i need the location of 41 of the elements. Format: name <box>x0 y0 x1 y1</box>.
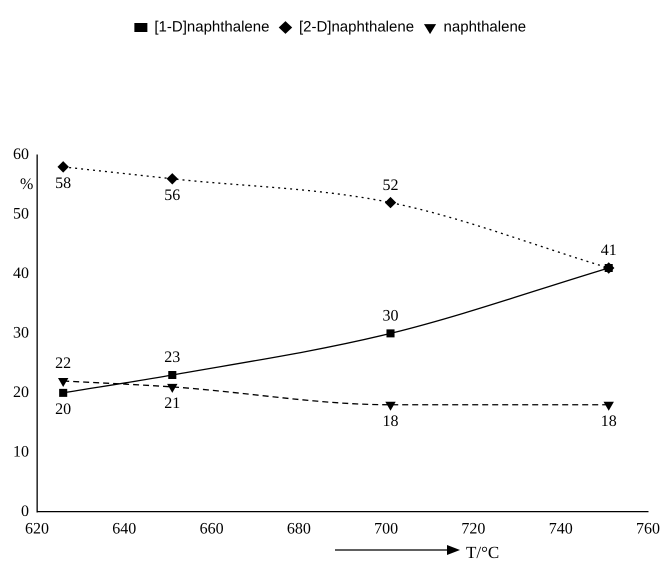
y-tick-label: 20 <box>13 384 29 402</box>
x-tick-label: 680 <box>286 520 311 538</box>
data-label: 52 <box>382 176 399 194</box>
point <box>386 329 395 338</box>
y-axis-title: % <box>20 176 34 194</box>
y-tick-label: 50 <box>13 206 29 223</box>
point <box>385 197 396 208</box>
data-label: 41 <box>600 242 617 260</box>
point <box>58 378 68 386</box>
point <box>59 388 68 397</box>
data-label: 18 <box>600 412 617 430</box>
x-tick-label: 620 <box>25 520 49 538</box>
x-tick-label: 760 <box>636 520 660 538</box>
x-tick-label: 700 <box>374 520 398 538</box>
point <box>167 384 178 392</box>
x-tick-label: 740 <box>548 520 573 538</box>
x-tick-label: 660 <box>200 520 224 538</box>
point <box>386 402 396 410</box>
y-tick-label: 30 <box>13 324 29 342</box>
x-tick-label: 720 <box>461 520 486 538</box>
point <box>168 370 176 380</box>
y-tick-label: 40 <box>13 265 29 282</box>
point <box>58 161 69 172</box>
data-label: 22 <box>55 355 72 372</box>
y-tick-label: 60 <box>13 146 29 164</box>
data-label: 58 <box>55 175 72 192</box>
data-label: 56 <box>164 186 180 204</box>
data-label: 30 <box>382 308 399 325</box>
legend-label: [2-D]naphthalene <box>298 18 414 36</box>
data-label: 18 <box>382 412 399 430</box>
point <box>166 173 178 184</box>
y-tick-label: 0 <box>21 503 29 520</box>
data-label: 23 <box>164 349 180 366</box>
legend-label: [1-D]naphthalene <box>154 18 270 36</box>
point <box>604 402 614 410</box>
y-tick-label: 10 <box>13 444 29 461</box>
x-tick-label: 640 <box>112 520 136 538</box>
legend-label: naphthalene <box>444 18 526 36</box>
data-label: 20 <box>55 401 72 418</box>
x-axis-title: T/°C <box>466 542 500 562</box>
data-label: 21 <box>164 395 180 412</box>
